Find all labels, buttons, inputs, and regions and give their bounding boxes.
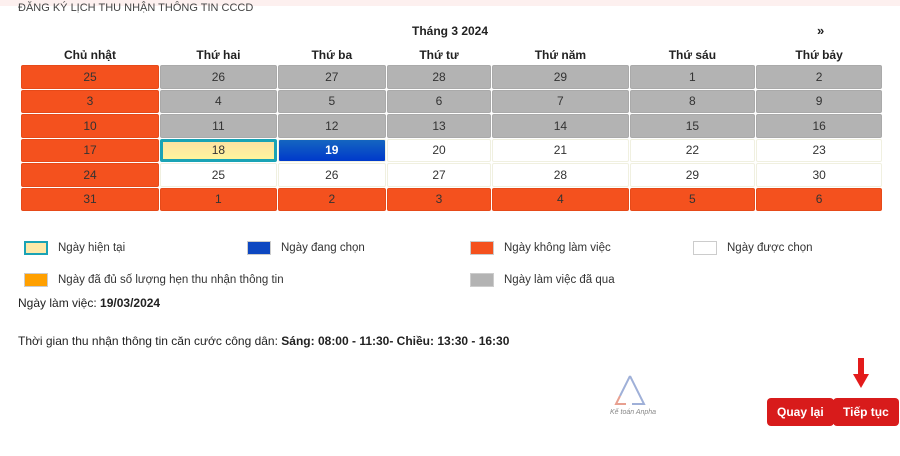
legend-label: Ngày được chọn <box>727 242 813 254</box>
legend-swatch <box>24 273 48 287</box>
calendar-day[interactable]: 5 <box>277 89 386 113</box>
next-month-button[interactable]: » <box>817 23 825 38</box>
calendar-day[interactable]: 27 <box>386 163 492 187</box>
calendar-day[interactable]: 2 <box>277 187 386 211</box>
calendar-day[interactable]: 23 <box>756 138 882 162</box>
legend-swatch <box>693 241 717 255</box>
calendar-day[interactable]: 29 <box>492 65 629 89</box>
weekday-header: Thứ tư <box>419 47 459 62</box>
calendar: Chủ nhật Thứ hai Thứ ba Thứ tư Thứ năm Thứ sá… <box>20 44 883 212</box>
calendar-day[interactable]: 12 <box>277 114 386 138</box>
weekday-header: Thứ ba <box>311 47 353 62</box>
calendar-day[interactable]: 28 <box>386 65 492 89</box>
calendar-day[interactable]: 3 <box>386 187 492 211</box>
calendar-day[interactable]: 6 <box>386 89 492 113</box>
calendar-day[interactable]: 25 <box>159 163 277 187</box>
hours-value: Sáng: 08:00 - 11:30- Chiều: 13:30 - 16:3… <box>281 334 510 348</box>
calendar-day[interactable]: 9 <box>756 89 882 113</box>
legend-swatch <box>470 241 494 255</box>
legend-label: Ngày đã đủ số lượng hẹn thu nhận thông t… <box>58 274 284 286</box>
legend-item: Ngày làm việc đã qua <box>470 273 615 287</box>
calendar-day[interactable]: 7 <box>492 89 629 113</box>
legend-swatch <box>24 241 48 255</box>
top-bar <box>0 0 900 6</box>
calendar-day[interactable]: 17 <box>21 138 159 162</box>
calendar-day[interactable]: 19 <box>277 138 386 162</box>
weekday-header: Chủ nhật <box>63 47 116 62</box>
legend-item: Ngày đang chọn <box>247 241 365 255</box>
calendar-day[interactable]: 29 <box>629 163 756 187</box>
calendar-day[interactable]: 2 <box>756 65 882 89</box>
page-title: ĐĂNG KÝ LỊCH THU NHẬN THÔNG TIN CCCD <box>18 2 254 14</box>
legend-item: Ngày hiện tại <box>24 241 125 255</box>
svg-text:Kế toán Anpha: Kế toán Anpha <box>610 408 656 416</box>
legend-label: Ngày hiện tại <box>58 242 126 254</box>
calendar-day[interactable]: 21 <box>492 138 629 162</box>
weekday-header: Thứ năm <box>534 47 587 62</box>
calendar-week: 10 11 12 13 14 15 16 <box>21 114 882 138</box>
calendar-day[interactable]: 28 <box>492 163 629 187</box>
calendar-day[interactable]: 4 <box>492 187 629 211</box>
calendar-day[interactable]: 26 <box>277 163 386 187</box>
legend-label: Ngày không làm việc <box>504 242 611 254</box>
calendar-day[interactable]: 25 <box>21 65 159 89</box>
hours-info: Thời gian thu nhận thông tin căn cước cô… <box>18 334 509 348</box>
calendar-day[interactable]: 18 <box>159 138 277 162</box>
calendar-day[interactable]: 26 <box>159 65 277 89</box>
watermark-logo-icon: Kế toán Anpha <box>610 375 656 416</box>
legend-item: Ngày không làm việc <box>470 241 611 255</box>
calendar-day[interactable]: 22 <box>629 138 756 162</box>
month-label: Tháng 3 2024 <box>411 24 489 38</box>
calendar-day[interactable]: 14 <box>492 114 629 138</box>
calendar-week: 25 26 27 28 29 1 2 <box>21 65 882 89</box>
calendar-day[interactable]: 20 <box>386 138 492 162</box>
legend-item: Ngày đã đủ số lượng hẹn thu nhận thông t… <box>24 273 284 287</box>
calendar-day[interactable]: 30 <box>756 163 882 187</box>
arrow-down-icon <box>853 358 869 388</box>
calendar-day[interactable]: 31 <box>21 187 159 211</box>
weekday-header: Thứ sáu <box>668 47 717 62</box>
calendar-day[interactable]: 24 <box>21 163 159 187</box>
calendar-day[interactable]: 8 <box>629 89 756 113</box>
calendar-day[interactable]: 6 <box>756 187 882 211</box>
calendar-day[interactable]: 1 <box>159 187 277 211</box>
calendar-day[interactable]: 16 <box>756 114 882 138</box>
calendar-week: 24 25 26 27 28 29 30 <box>21 163 882 187</box>
calendar-day[interactable]: 3 <box>21 89 159 113</box>
calendar-week: 17 18 19 20 21 22 23 <box>21 138 882 162</box>
calendar-day[interactable]: 4 <box>159 89 277 113</box>
legend-label: Ngày đang chọn <box>281 242 365 254</box>
weekday-header: Thứ hai <box>196 47 241 62</box>
hours-label: Thời gian thu nhận thông tin căn cước cô… <box>18 334 278 348</box>
legend-swatch <box>470 273 494 287</box>
calendar-day[interactable]: 15 <box>629 114 756 138</box>
calendar-day[interactable]: 27 <box>277 65 386 89</box>
workday-label: Ngày làm việc: <box>18 296 97 310</box>
calendar-day[interactable]: 10 <box>21 114 159 138</box>
calendar-day[interactable]: 5 <box>629 187 756 211</box>
calendar-day[interactable]: 13 <box>386 114 492 138</box>
calendar-day[interactable]: 1 <box>629 65 756 89</box>
weekday-header: Thứ bảy <box>795 47 843 62</box>
workday-value: 19/03/2024 <box>100 296 161 310</box>
back-button[interactable]: Quay lại <box>767 398 834 426</box>
legend-label: Ngày làm việc đã qua <box>504 274 615 286</box>
legend-swatch <box>247 241 271 255</box>
continue-button[interactable]: Tiếp tục <box>833 398 899 426</box>
calendar-week: 31 1 2 3 4 5 6 <box>21 187 882 211</box>
calendar-day[interactable]: 11 <box>159 114 277 138</box>
workday-info: Ngày làm việc: 19/03/2024 <box>18 296 160 310</box>
legend-item: Ngày được chọn <box>693 241 813 255</box>
